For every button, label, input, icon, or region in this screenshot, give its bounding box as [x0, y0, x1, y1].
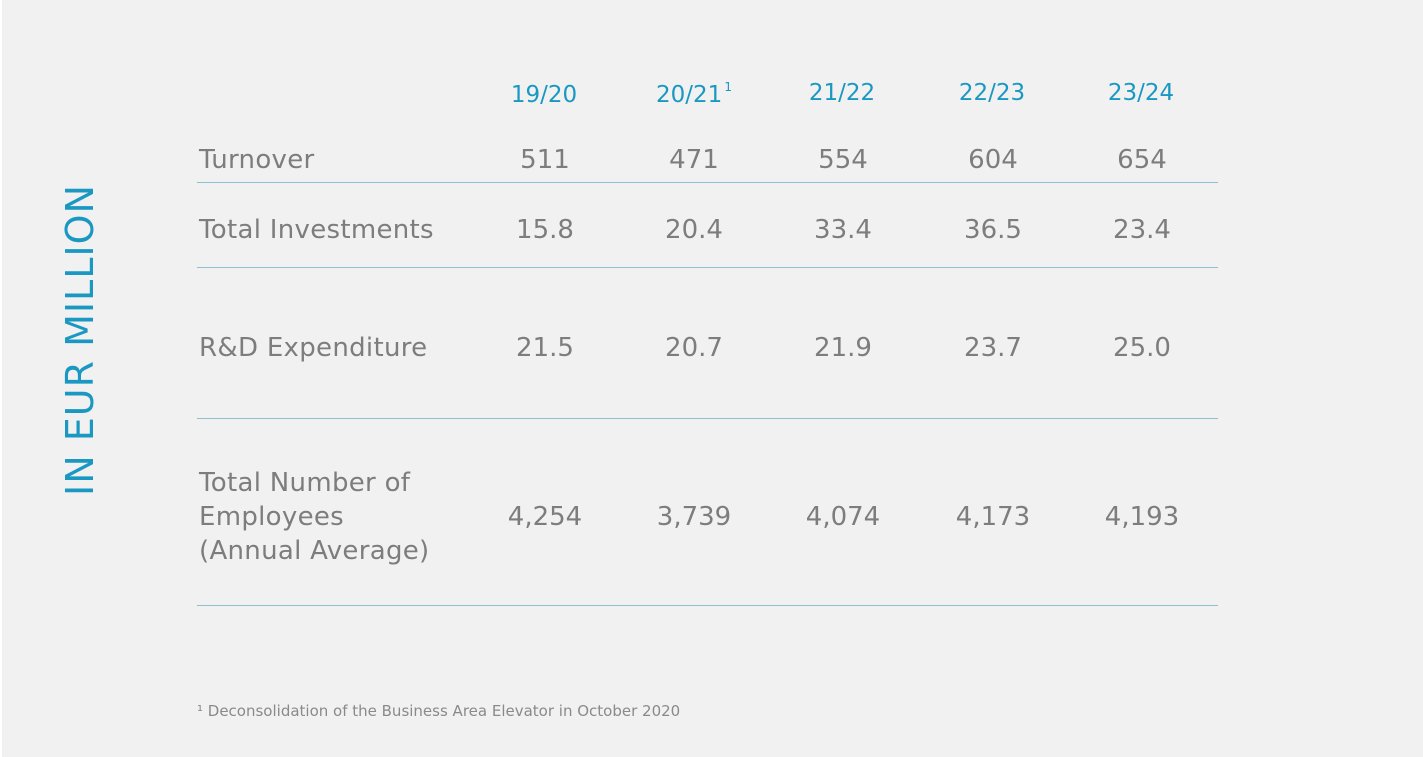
table-cell: 3,739 — [656, 502, 732, 532]
table-cell: 511 — [520, 145, 570, 175]
table-cell: 20.4 — [665, 215, 723, 245]
table-cell: 36.5 — [964, 215, 1022, 245]
table-cell: 21.5 — [516, 333, 574, 363]
table-cell: 604 — [968, 145, 1018, 175]
table-cell: 4,193 — [1104, 502, 1180, 532]
table-cell: 15.8 — [516, 215, 574, 245]
table-cell: 654 — [1117, 145, 1167, 175]
row-label-employees: Total Number of Employees (Annual Averag… — [199, 468, 430, 566]
table-cell: 4,074 — [805, 502, 881, 532]
row-divider — [197, 182, 1218, 183]
column-header-22-23: 22/23 — [958, 80, 1026, 106]
footnote: ¹ Deconsolidation of the Business Area E… — [197, 702, 681, 720]
table-cell: 21.9 — [814, 333, 872, 363]
table-cell: 25.0 — [1113, 333, 1171, 363]
table-cell: 471 — [669, 145, 719, 175]
table-cell: 23.7 — [964, 333, 1022, 363]
table-cell: 20.7 — [665, 333, 723, 363]
row-divider — [197, 418, 1218, 419]
table-cell: 554 — [818, 145, 868, 175]
column-header-19-20: 19/20 — [510, 82, 578, 108]
table-cell: 4,254 — [507, 502, 583, 532]
row-label-turnover: Turnover — [199, 145, 315, 175]
row-label-rd-expenditure: R&D Expenditure — [199, 333, 428, 363]
column-header-21-22: 21/22 — [808, 80, 876, 106]
column-header-23-24: 23/24 — [1107, 80, 1175, 106]
column-header-20-21: 20/21 1 — [656, 80, 732, 108]
table-cell: 23.4 — [1113, 215, 1171, 245]
row-divider — [197, 267, 1218, 268]
column-footnote-mark: 1 — [724, 80, 732, 94]
unit-label: IN EUR MILLION — [58, 184, 102, 496]
row-label-total-investments: Total Investments — [199, 215, 434, 245]
table-cell: 4,173 — [955, 502, 1031, 532]
table-cell: 33.4 — [814, 215, 872, 245]
row-divider — [197, 605, 1218, 606]
